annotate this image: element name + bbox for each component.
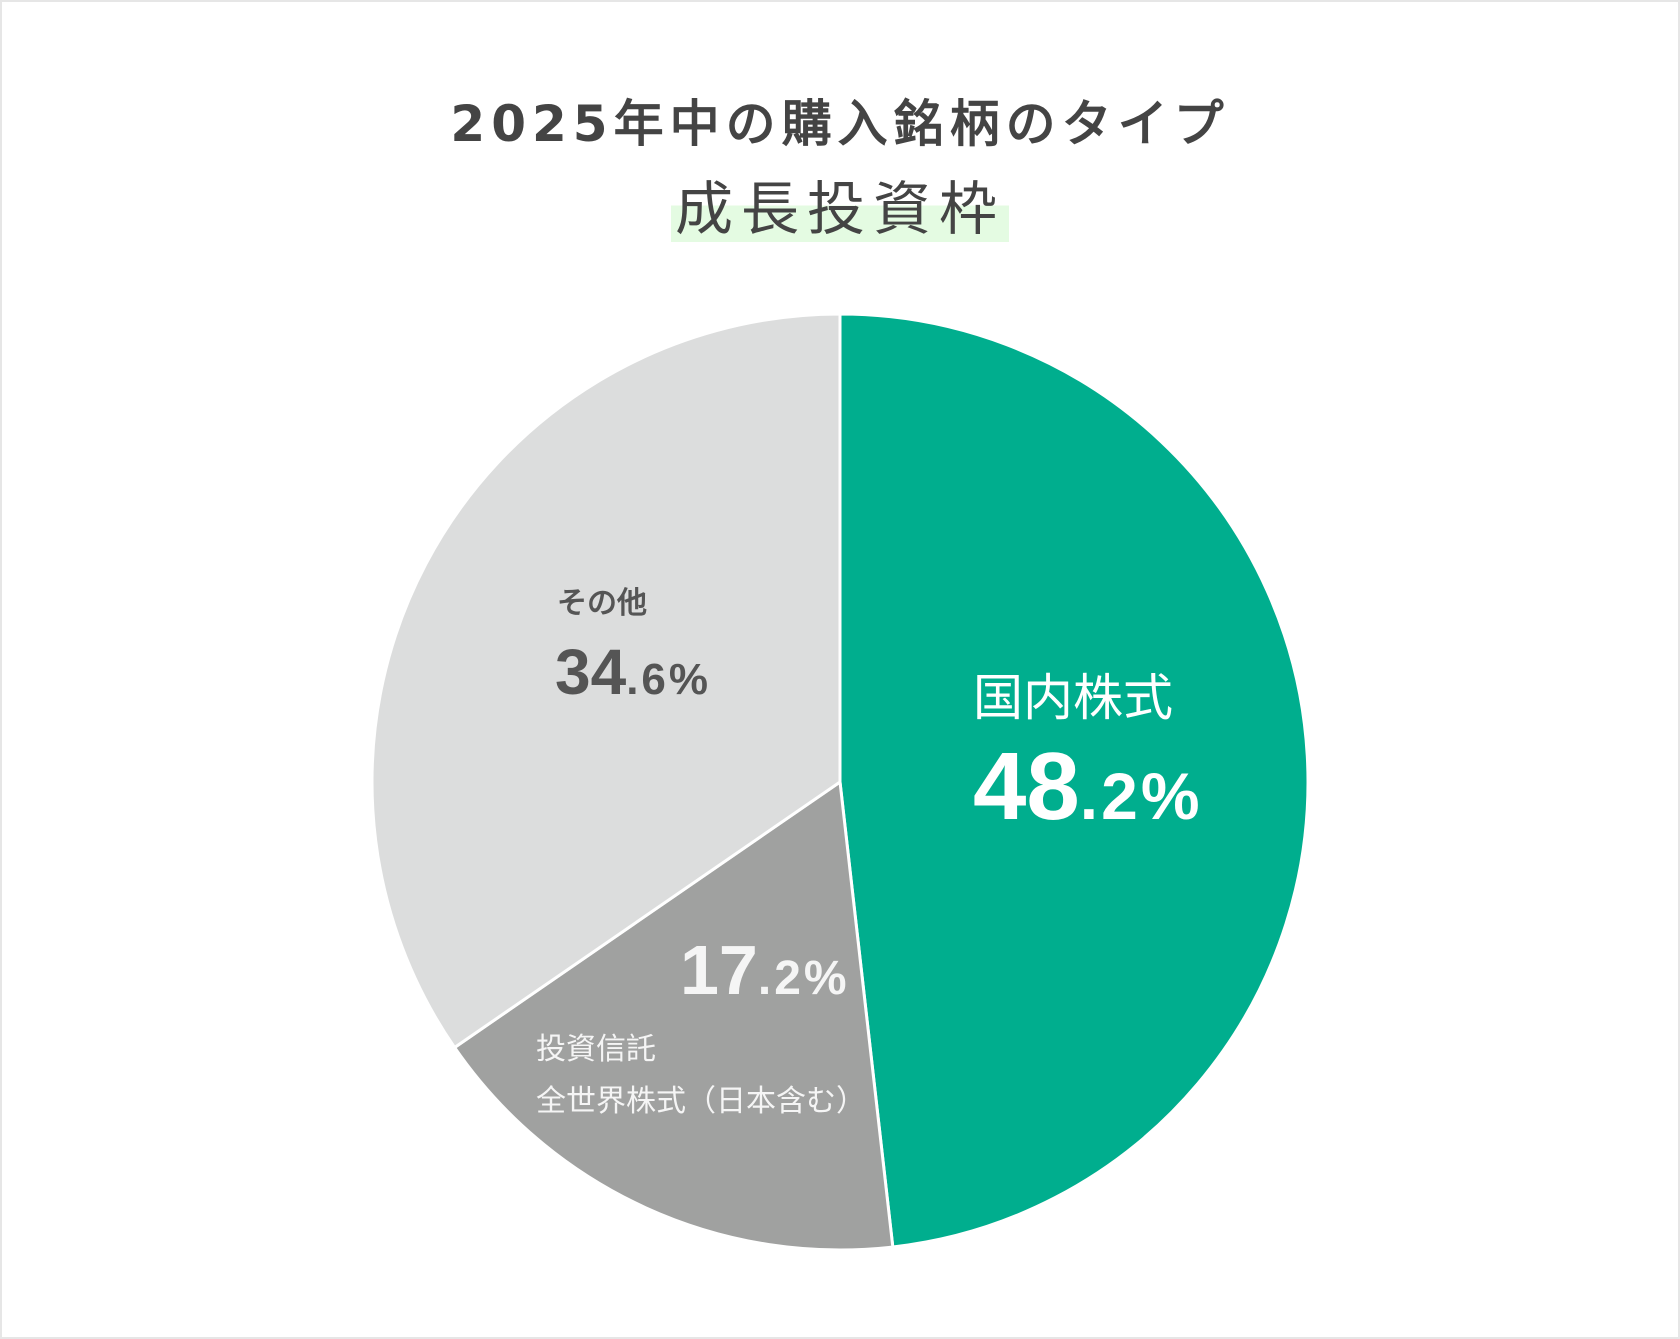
slice-label-domestic-stocks: 国内株式 [973,669,1173,727]
slice-domestic-stocks [838,312,1310,1249]
slice-other [370,312,842,1050]
slice-value-investment-trust: 17.2% [680,931,850,1009]
slice-value-domestic-stocks: 48.2% [973,733,1203,840]
slice-label-other: その他 [557,586,647,621]
chart-subtitle: 成長投資枠 [670,176,1009,242]
chart-title: 2025年中の購入銘柄のタイプ [450,95,1230,153]
slice-label-investment-trust: 投資信託 [536,1032,656,1067]
slice-sublabel-investment-trust: 全世界株式（日本含む） [536,1084,866,1119]
slice-value-other: 34.6% [555,636,712,708]
slice-investment-trust [452,779,895,1252]
